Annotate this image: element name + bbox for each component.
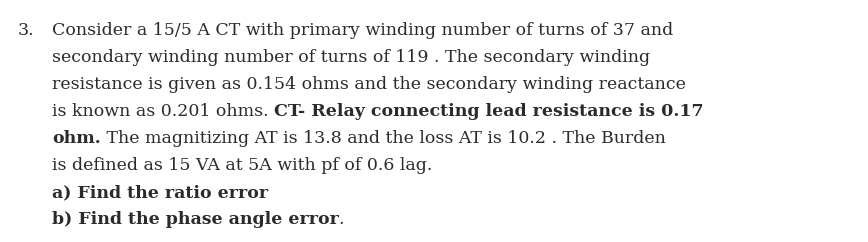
Text: resistance is given as 0.154 ohms and the secondary winding reactance: resistance is given as 0.154 ohms and th… — [52, 76, 686, 93]
Text: is known as 0.201 ohms.: is known as 0.201 ohms. — [52, 103, 274, 120]
Text: The magnitizing AT is 13.8 and the loss AT is 10.2 . The Burden: The magnitizing AT is 13.8 and the loss … — [101, 130, 666, 147]
Text: b) Find the phase angle error: b) Find the phase angle error — [52, 211, 339, 228]
Text: ohm.: ohm. — [52, 130, 101, 147]
Text: .: . — [339, 211, 345, 228]
Text: secondary winding number of turns of 119 . The secondary winding: secondary winding number of turns of 119… — [52, 49, 650, 66]
Text: CT- Relay connecting lead resistance is 0.17: CT- Relay connecting lead resistance is … — [274, 103, 704, 120]
Text: 3.: 3. — [18, 22, 35, 39]
Text: a) Find the ratio error: a) Find the ratio error — [52, 184, 268, 201]
Text: Consider a 15/5 A CT with primary winding number of turns of 37 and: Consider a 15/5 A CT with primary windin… — [52, 22, 674, 39]
Text: is defined as 15 VA at 5A with pf of 0.6 lag.: is defined as 15 VA at 5A with pf of 0.6… — [52, 157, 432, 174]
